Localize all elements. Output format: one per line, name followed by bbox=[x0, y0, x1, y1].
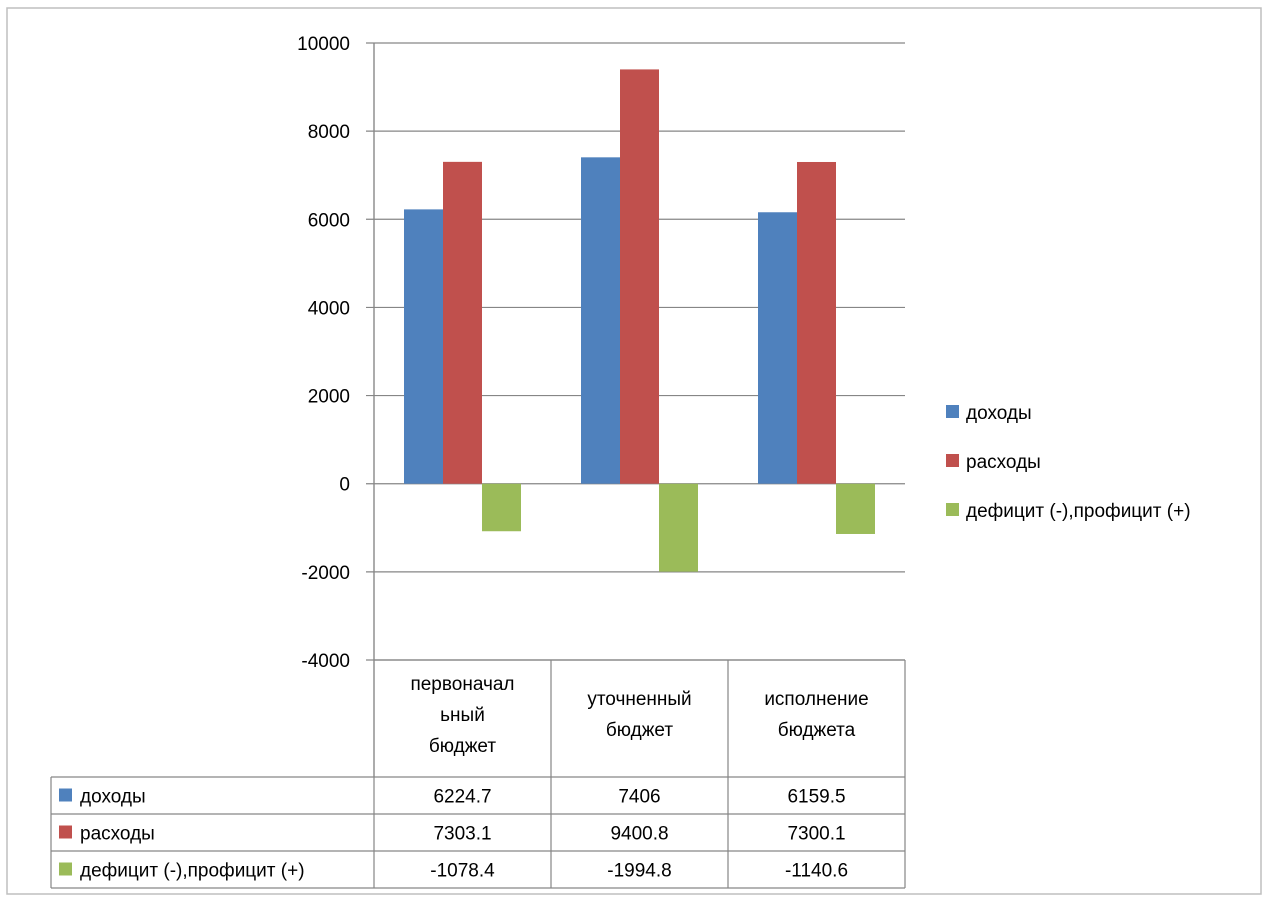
y-tick-label: 10000 bbox=[297, 34, 350, 55]
bar-3-3 bbox=[836, 483, 875, 534]
category-label: уточненный bbox=[587, 689, 691, 710]
chart-border bbox=[6, 7, 1262, 895]
legend: доходы расходы дефицит (-),профицит (+) bbox=[946, 403, 1191, 522]
data-label: 6159.5 bbox=[787, 787, 845, 808]
bar-3-2 bbox=[659, 483, 698, 572]
bar-1-2 bbox=[581, 157, 620, 484]
category-label: бюджет bbox=[429, 736, 496, 757]
table-series-name: доходы bbox=[80, 787, 146, 808]
y-tick-label: -2000 bbox=[301, 563, 350, 584]
data-label: -1078.4 bbox=[430, 861, 495, 882]
bar-1-3 bbox=[758, 212, 797, 484]
legend-label: дефицит (-),профицит (+) bbox=[966, 501, 1191, 522]
data-label: 7303.1 bbox=[433, 824, 491, 845]
legend-key bbox=[946, 405, 959, 418]
legend-label: доходы bbox=[966, 403, 1032, 424]
data-label: 7300.1 bbox=[787, 824, 845, 845]
y-tick-label: 2000 bbox=[308, 387, 350, 408]
category-label: исполнение bbox=[764, 689, 868, 710]
category-label: бюджет bbox=[606, 720, 673, 741]
bar-1-1 bbox=[404, 209, 443, 484]
category-label: первоначал bbox=[410, 674, 514, 695]
y-tick-label: -4000 bbox=[301, 651, 350, 672]
data-label: -1140.6 bbox=[785, 861, 848, 882]
category-label: ьный bbox=[440, 705, 485, 726]
bars bbox=[404, 69, 875, 572]
category-label: бюджета bbox=[778, 720, 856, 741]
axes: 10000 8000 6000 4000 2000 0 -2000 -4000 bbox=[297, 34, 375, 777]
table-legend-key bbox=[59, 788, 72, 802]
y-tick-label: 6000 bbox=[308, 210, 350, 231]
bar-2-3 bbox=[797, 161, 836, 484]
y-tick-label: 0 bbox=[339, 475, 350, 496]
bar-2-2 bbox=[620, 69, 659, 484]
table-series-name: дефицит (-),профицит (+) bbox=[80, 861, 305, 882]
data-label: -1994.8 bbox=[607, 861, 671, 882]
data-label: 6224.7 bbox=[433, 787, 491, 808]
table-series-name: расходы bbox=[80, 824, 155, 845]
table-legend-key bbox=[59, 825, 72, 839]
data-label: 7406 bbox=[618, 787, 660, 808]
y-tick-label: 4000 bbox=[308, 298, 350, 319]
y-tick-label: 8000 bbox=[308, 122, 350, 143]
data-table: первоначал ьный бюджет уточненный бюджет испо… bbox=[50, 43, 906, 889]
bar-3-1 bbox=[482, 483, 521, 532]
table-legend-key bbox=[59, 862, 72, 876]
data-label: 9400.8 bbox=[610, 824, 668, 845]
bar-2-1 bbox=[443, 161, 482, 484]
legend-key bbox=[946, 503, 959, 516]
legend-label: расходы bbox=[966, 452, 1041, 473]
legend-key bbox=[946, 454, 959, 467]
